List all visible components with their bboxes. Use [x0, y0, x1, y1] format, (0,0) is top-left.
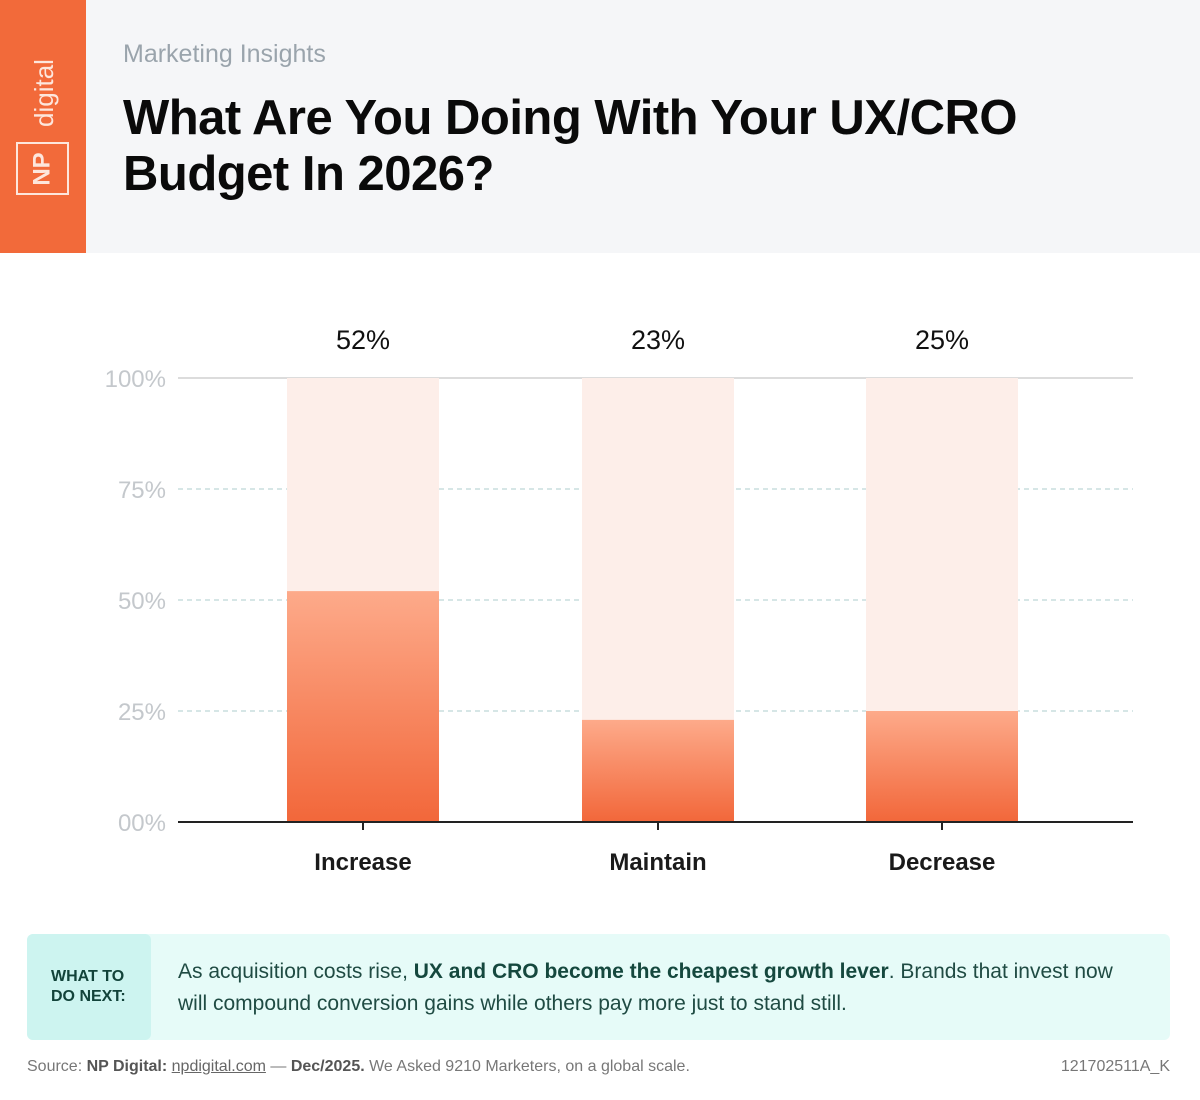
page-title: What Are You Doing With Your UX/CRO Budg…	[123, 91, 1017, 201]
subtitle: Marketing Insights	[123, 40, 326, 68]
x-tick-label: Increase	[314, 849, 411, 876]
text-after: . Brands that invest now will compound c…	[178, 960, 1113, 1015]
image-code: 121702511A_K	[1060, 1058, 1170, 1075]
bar-increase	[287, 591, 439, 822]
source-line: Source: NP Digital: npdigital.com — Dec/…	[27, 1058, 690, 1076]
source-name: NP Digital:	[86, 1058, 168, 1075]
y-tick-label: 75%	[118, 477, 166, 504]
x-tick-label: Decrease	[889, 849, 996, 876]
bar-decrease	[866, 711, 1018, 822]
y-tick-label: 100%	[105, 366, 166, 393]
tag-line-1: WHAT TO	[51, 968, 125, 985]
y-tick-label: 50%	[118, 588, 166, 615]
bar-maintain	[582, 719, 734, 822]
source-note: We Asked 9210 Marketers, on a global sca…	[364, 1058, 690, 1075]
np-digital-logo: digital NP	[16, 50, 70, 200]
source-date: Dec/2025.	[290, 1058, 365, 1075]
callout-text: As acquisition costs rise, UX and CRO be…	[178, 956, 1138, 1020]
y-tick-label: 25%	[118, 699, 166, 726]
header	[0, 0, 1200, 253]
dash: —	[265, 1058, 291, 1075]
data-label: 52%	[336, 325, 390, 355]
source-label: Source:	[27, 1058, 87, 1075]
x-tick-label: Maintain	[609, 849, 706, 876]
data-label: 23%	[631, 325, 685, 355]
data-label: 25%	[915, 325, 969, 355]
callout-box: WHAT TO DO NEXT: As acquisition costs ri…	[27, 934, 1170, 1040]
source-link[interactable]: npdigital.com	[171, 1058, 266, 1075]
callout-tag: WHAT TO DO NEXT:	[27, 934, 151, 1040]
tag-line-2: DO NEXT:	[51, 988, 126, 1005]
text-before: As acquisition costs rise,	[178, 960, 414, 983]
brand-bar: digital NP	[0, 0, 86, 253]
y-tick-label: 00%	[118, 810, 166, 837]
bar-chart: 00% 25% 50% 75% 100% 52% Increase 23% Maintain 25…	[105, 325, 1133, 876]
text-bold: UX and CRO become the cheapest growth le…	[413, 960, 889, 983]
